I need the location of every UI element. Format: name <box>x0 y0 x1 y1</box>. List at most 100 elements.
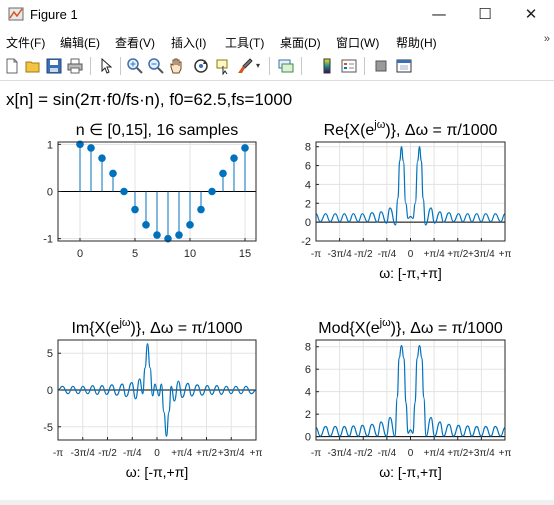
series-line <box>316 344 505 437</box>
edit-plot-arrow-icon[interactable] <box>97 57 115 75</box>
x-tick-label: 0 <box>77 248 83 260</box>
y-tick-label: 0 <box>305 432 311 444</box>
window-title: Figure 1 <box>30 7 78 22</box>
minimize-button[interactable]: — <box>431 5 447 23</box>
menu-help[interactable]: 帮助(H) <box>396 36 437 50</box>
menu-desktop[interactable]: 桌面(D) <box>280 36 321 50</box>
menu-tools[interactable]: 工具(T) <box>225 36 265 50</box>
stem-marker <box>98 154 106 162</box>
x-tick-label: +3π/4 <box>468 448 495 459</box>
hide-plot-tools-icon[interactable] <box>372 57 390 75</box>
rotate-3d-icon[interactable] <box>192 57 210 75</box>
x-tick-label: +π/4 <box>424 249 446 260</box>
brush-dropdown-icon[interactable]: ▾ <box>256 61 261 70</box>
x-tick-label: -π <box>311 249 321 260</box>
y-tick-label: 0 <box>305 217 311 229</box>
x-tick-label: +π/2 <box>196 448 218 459</box>
stem-marker <box>197 205 205 214</box>
stem-marker <box>208 187 216 196</box>
y-tick-label: 4 <box>305 387 311 399</box>
x-tick-label: -π/4 <box>378 448 397 459</box>
maximize-button[interactable]: ☐ <box>478 5 492 23</box>
y-tick-label: 0 <box>47 187 53 199</box>
x-tick-label: 0 <box>408 249 414 260</box>
y-tick-label: 6 <box>305 364 311 376</box>
stem-marker <box>131 205 139 214</box>
x-tick-label: +3π/4 <box>218 448 245 459</box>
pan-hand-icon[interactable] <box>168 57 186 75</box>
zoom-in-icon[interactable] <box>126 57 144 75</box>
x-axis-label: ω: [-π,+π] <box>379 265 442 281</box>
stem-marker <box>120 187 128 196</box>
stem-marker <box>230 154 238 162</box>
y-tick-label: 0 <box>47 385 53 397</box>
x-tick-label: -3π/4 <box>71 448 96 459</box>
y-tick-label: 5 <box>47 348 53 360</box>
save-icon[interactable] <box>45 57 63 75</box>
toolbar-separator <box>120 57 121 75</box>
link-plot-icon[interactable] <box>277 57 295 75</box>
toolbar-separator <box>269 57 270 75</box>
x-tick-label: -π/2 <box>354 249 373 260</box>
y-tick-label: -2 <box>301 236 311 248</box>
x-tick-label: 10 <box>184 248 196 260</box>
y-tick-label: 4 <box>305 179 311 191</box>
matlab-figure-icon <box>8 7 24 21</box>
stem-marker <box>175 231 183 239</box>
stem-marker <box>142 221 150 229</box>
figure-canvas[interactable]: x[n] = sin(2π·f0/fs·n), f0=62.5,fs=1000 … <box>0 81 554 500</box>
stem-marker <box>76 140 84 149</box>
series-line <box>58 343 256 437</box>
toolbar-separator <box>301 57 302 75</box>
menu-overflow-icon[interactable]: » <box>543 33 550 45</box>
x-tick-label: 0 <box>154 448 160 459</box>
x-tick-label: +π/2 <box>447 249 469 260</box>
stem-marker <box>186 221 194 229</box>
x-tick-label: +π <box>499 448 512 459</box>
show-plot-tools-icon[interactable] <box>395 57 413 75</box>
toolbar-separator <box>364 57 365 75</box>
x-tick-label: +π <box>499 249 512 260</box>
stem-marker <box>87 144 95 152</box>
stem-marker <box>241 144 249 152</box>
new-figure-icon[interactable] <box>3 57 21 75</box>
menu-view[interactable]: 查看(V) <box>115 36 155 50</box>
colorbar-icon[interactable] <box>318 57 336 75</box>
figure-svg: x[n] = sin(2π·f0/fs·n), f0=62.5,fs=1000 … <box>6 90 512 480</box>
subplot-1: 0 5 10 15 -1 0 1 n ∈ [0,15], 16 samples <box>43 122 257 260</box>
window-titlebar[interactable]: Figure 1 — ☐ ✕ <box>0 0 554 30</box>
x-axis-label: ω: [-π,+π] <box>126 464 189 480</box>
data-cursor-icon[interactable] <box>214 57 232 75</box>
x-tick-label: +π/4 <box>424 448 446 459</box>
y-tick-label: 2 <box>305 409 311 421</box>
menu-insert[interactable]: 插入(I) <box>171 36 207 50</box>
close-button[interactable]: ✕ <box>524 5 538 23</box>
x-tick-label: 0 <box>408 448 414 459</box>
subplot-4: -π -3π/4 -π/2 -π/4 0 +π/4 +π/2 +3π/4 +π 0 2 4 6 8 Mod{… <box>305 317 512 480</box>
open-file-icon[interactable] <box>24 57 42 75</box>
stem-marker <box>153 231 161 239</box>
y-tick-label: 6 <box>305 161 311 173</box>
axes-title: n ∈ [0,15], 16 samples <box>76 122 238 139</box>
x-tick-label: -π <box>311 448 321 459</box>
stem-marker <box>109 169 117 178</box>
zoom-out-icon[interactable] <box>147 57 165 75</box>
brush-icon[interactable] <box>236 57 254 75</box>
axes-title: Re{X(ejω)}, Δω = π/1000 <box>324 119 498 139</box>
axes-title: Mod{X(ejω)}, Δω = π/1000 <box>318 317 503 337</box>
toolbar-separator <box>90 57 91 75</box>
x-tick-label: 5 <box>132 248 138 260</box>
x-tick-label: +3π/4 <box>468 249 495 260</box>
y-tick-label: 8 <box>305 342 311 354</box>
menu-window[interactable]: 窗口(W) <box>336 36 380 50</box>
subplot-3: -π -3π/4 -π/2 -π/4 0 +π/4 +π/2 +3π/4 +π -5 0 5 Im{X(… <box>43 317 262 480</box>
menu-edit[interactable]: 编辑(E) <box>60 36 100 50</box>
print-icon[interactable] <box>66 57 84 75</box>
menu-bar: 文件(F) 编辑(E) 查看(V) 插入(I) 工具(T) 桌面(D) 窗口(W… <box>0 30 554 52</box>
stem-marker <box>164 234 172 243</box>
x-axis-label: ω: [-π,+π] <box>379 464 442 480</box>
legend-icon[interactable] <box>340 57 358 75</box>
menu-file[interactable]: 文件(F) <box>6 36 46 50</box>
x-tick-label: -π/2 <box>98 448 117 459</box>
figure-toolbar: ▾ <box>0 52 554 81</box>
